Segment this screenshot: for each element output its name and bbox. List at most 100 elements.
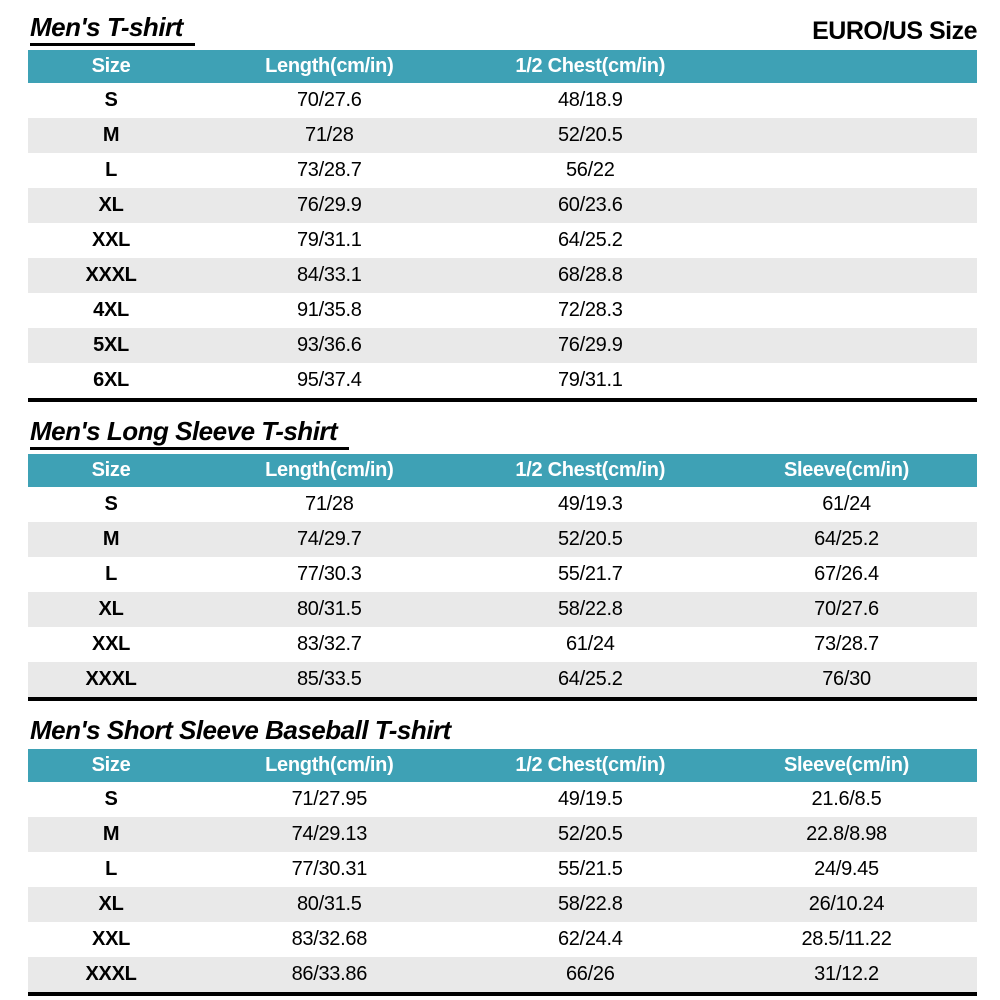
value-cell: 64/25.2	[814, 528, 879, 550]
value-cell: 70/27.6	[814, 598, 879, 620]
value-cell	[716, 83, 977, 118]
value-cell: 49/19.3	[557, 493, 623, 515]
value-cell: 93/36.6	[296, 334, 362, 356]
size-cell: S	[104, 89, 118, 111]
value-cell: 66/26	[565, 963, 615, 985]
value-cell: 58/22.8	[557, 893, 623, 915]
value-cell: 52/20.5	[557, 528, 623, 550]
table-row: XL 80/31.5 58/22.8 70/27.6	[28, 592, 977, 627]
value-cell: 24/9.45	[814, 858, 879, 880]
header-row: Size Length(cm/in) 1/2 Chest(cm/in) Sleeve(…	[28, 749, 977, 782]
value-cell: 61/24	[822, 493, 871, 515]
size-cell: 5XL	[93, 334, 129, 356]
value-cell: 56/22	[565, 159, 615, 181]
size-cell: XXL	[92, 928, 131, 950]
size-cell: S	[104, 493, 118, 515]
table-row: M 71/28 52/20.5	[28, 118, 977, 153]
column-header: Sleeve(cm/in)	[716, 454, 977, 487]
value-cell: 52/20.5	[557, 124, 623, 146]
value-cell: 84/33.1	[296, 264, 362, 286]
value-cell: 76/29.9	[557, 334, 623, 356]
table-row: M 74/29.7 52/20.5 64/25.2	[28, 522, 977, 557]
value-cell: 74/29.13	[291, 823, 368, 845]
size-cell: M	[102, 124, 120, 146]
value-cell: 67/26.4	[814, 563, 879, 585]
table-row: 5XL 93/36.6 76/29.9	[28, 328, 977, 363]
value-cell: 73/28.7	[814, 633, 879, 655]
section-header: Men's Long Sleeve T-shirt	[30, 416, 977, 450]
table-row: L 77/30.31 55/21.5 24/9.45	[28, 852, 977, 887]
section-header: Men's Short Sleeve Baseball T-shirt	[30, 715, 977, 745]
table-row: XXL 83/32.68 62/24.4 28.5/11.22	[28, 922, 977, 957]
size-cell: M	[102, 528, 120, 550]
column-header: 1/2 Chest(cm/in)	[464, 454, 716, 487]
column-header: Size	[28, 50, 195, 83]
value-cell: 64/25.2	[557, 668, 623, 690]
value-cell: 72/28.3	[557, 299, 623, 321]
size-cell: L	[105, 159, 117, 181]
section-header: Men's T-shirt EURO/US Size	[30, 12, 977, 46]
value-cell: 31/12.2	[814, 963, 879, 985]
value-cell: 68/28.8	[557, 264, 623, 286]
value-cell	[716, 293, 977, 328]
value-cell: 64/25.2	[557, 229, 623, 251]
table-row: M 74/29.13 52/20.5 22.8/8.98	[28, 817, 977, 852]
size-standard-label: EURO/US Size	[812, 17, 977, 45]
table-row: 6XL 95/37.4 79/31.1	[28, 363, 977, 400]
value-cell: 80/31.5	[296, 893, 362, 915]
value-cell: 76/30	[822, 668, 871, 690]
value-cell: 71/28	[305, 124, 354, 146]
size-cell: XL	[98, 194, 124, 216]
size-cell: XXXL	[85, 668, 137, 690]
size-table-mens-short-sleeve-baseball-tshirt: Size Length(cm/in) 1/2 Chest(cm/in) Sleeve(…	[28, 749, 977, 996]
value-cell	[716, 328, 977, 363]
table-row: XXXL 86/33.86 66/26 31/12.2	[28, 957, 977, 994]
table-row: L 73/28.7 56/22	[28, 153, 977, 188]
size-cell: XXXL	[85, 963, 137, 985]
size-cell: XXL	[92, 633, 131, 655]
value-cell	[716, 223, 977, 258]
table-row: S 70/27.6 48/18.9	[28, 83, 977, 118]
table-row: XL 76/29.9 60/23.6	[28, 188, 977, 223]
column-header: Sleeve(cm/in)	[716, 749, 977, 782]
table-row: XXL 83/32.7 61/24 73/28.7	[28, 627, 977, 662]
column-header: 1/2 Chest(cm/in)	[464, 749, 716, 782]
table-row: XXL 79/31.1 64/25.2	[28, 223, 977, 258]
size-cell: 4XL	[93, 299, 129, 321]
value-cell: 71/28	[305, 493, 354, 515]
value-cell: 73/28.7	[296, 159, 362, 181]
column-header: Length(cm/in)	[194, 749, 465, 782]
value-cell: 71/27.95	[291, 788, 368, 810]
value-cell: 55/21.7	[557, 563, 623, 585]
header-row: Size Length(cm/in) 1/2 Chest(cm/in)	[28, 50, 977, 83]
size-table-mens-tshirt: Size Length(cm/in) 1/2 Chest(cm/in) S 70/27.…	[28, 50, 977, 402]
value-cell: 77/30.3	[296, 563, 362, 585]
value-cell: 83/32.68	[291, 928, 368, 950]
size-cell: XXL	[92, 229, 131, 251]
value-cell: 76/29.9	[296, 194, 362, 216]
value-cell: 74/29.7	[296, 528, 362, 550]
value-cell: 21.6/8.5	[811, 788, 882, 810]
size-cell: 6XL	[93, 369, 129, 391]
value-cell: 61/24	[565, 633, 615, 655]
value-cell: 83/32.7	[296, 633, 362, 655]
value-cell: 55/21.5	[557, 858, 623, 880]
table-title-mens-tshirt: Men's T-shirt	[30, 12, 195, 46]
value-cell: 79/31.1	[296, 229, 362, 251]
value-cell: 77/30.31	[291, 858, 368, 880]
table-title-mens-short-sleeve-baseball-tshirt: Men's Short Sleeve Baseball T-shirt	[30, 715, 451, 745]
value-cell: 91/35.8	[296, 299, 362, 321]
table-row: S 71/27.95 49/19.5 21.6/8.5	[28, 782, 977, 817]
size-table-mens-long-sleeve-tshirt: Size Length(cm/in) 1/2 Chest(cm/in) Sleeve(…	[28, 454, 977, 701]
size-cell: L	[105, 563, 117, 585]
value-cell: 28.5/11.22	[801, 928, 892, 950]
size-cell: XL	[98, 893, 124, 915]
column-header	[716, 50, 977, 83]
value-cell: 86/33.86	[291, 963, 368, 985]
value-cell: 22.8/8.98	[806, 823, 887, 845]
value-cell: 95/37.4	[296, 369, 362, 391]
value-cell: 48/18.9	[557, 89, 623, 111]
column-header: Length(cm/in)	[194, 454, 465, 487]
table-row: XL 80/31.5 58/22.8 26/10.24	[28, 887, 977, 922]
column-header: Size	[28, 749, 195, 782]
